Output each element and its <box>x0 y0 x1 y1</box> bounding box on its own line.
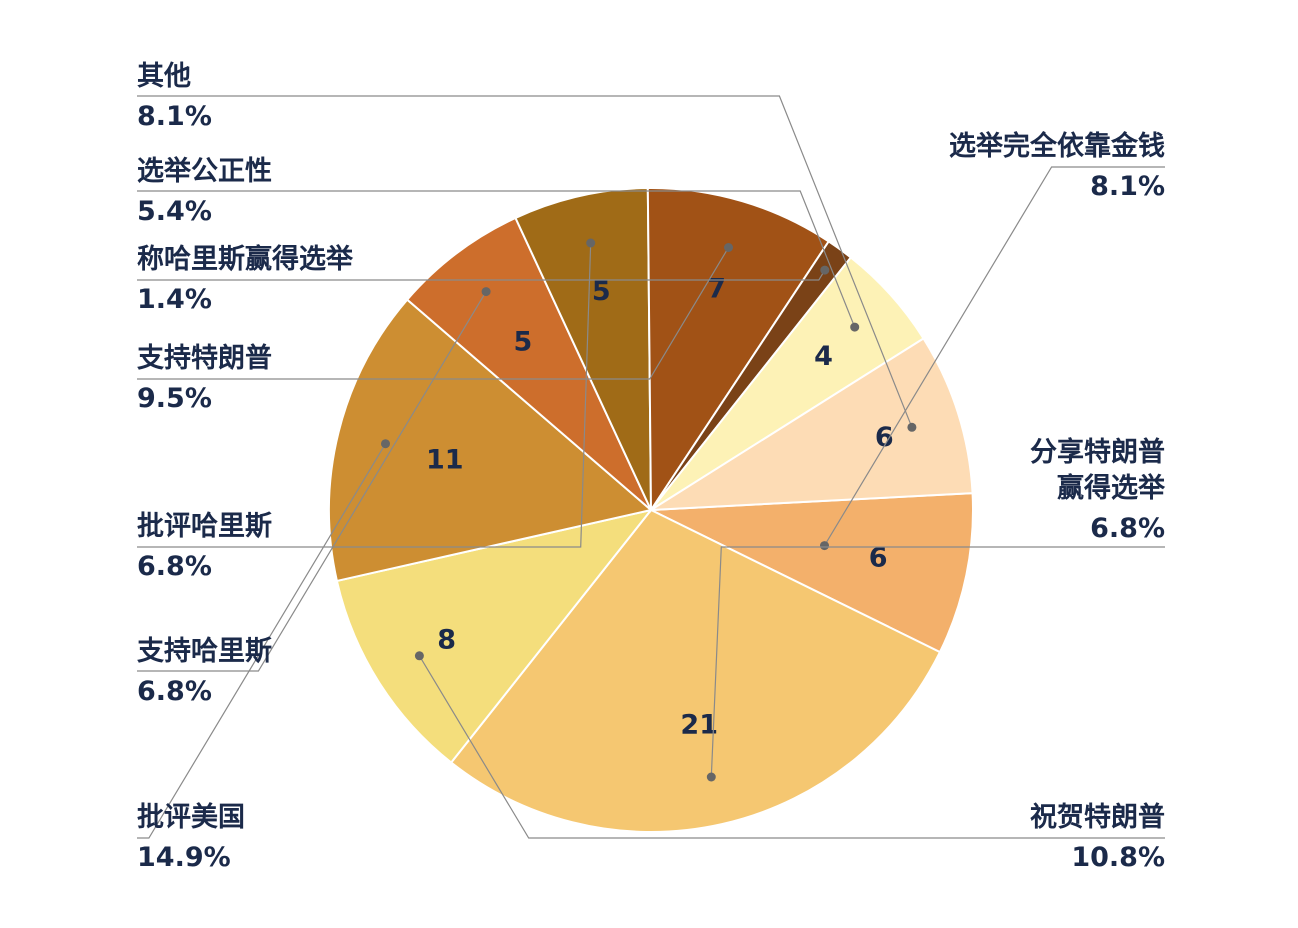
leader-dot-1 <box>820 541 829 551</box>
percent-label-4: 14.9% <box>137 842 231 873</box>
pie-slice-2 <box>449 508 942 833</box>
category-label-2-line-1: 分享特朗普 <box>1030 436 1165 468</box>
slice-value-7: 7 <box>707 274 726 305</box>
pie-slice-3 <box>335 508 654 764</box>
category-label-8: 称哈里斯赢得选举 <box>137 243 354 275</box>
category-label-2-line-2: 赢得选举 <box>1057 472 1166 504</box>
leader-dot-4 <box>381 439 390 449</box>
pie-slices <box>327 187 974 833</box>
percent-label-7: 9.5% <box>137 383 212 414</box>
leader-line-6 <box>137 242 592 548</box>
percent-label-9: 5.4% <box>137 196 212 227</box>
slice-value-5: 5 <box>514 326 533 357</box>
pie-slice-5 <box>405 216 652 511</box>
leader-line-5 <box>137 291 487 672</box>
category-label-5: 支持哈里斯 <box>137 636 272 667</box>
leader-dot-5 <box>481 287 491 297</box>
pie-slice-10 <box>647 337 974 512</box>
slice-value-labels: 6 21 8 11 5 5 7 4 6 <box>426 274 894 741</box>
leader-dot-6 <box>586 238 596 248</box>
percent-label-8: 1.4% <box>137 284 212 315</box>
category-label-1: 选举完全依靠金钱 <box>949 130 1165 162</box>
percent-label-1: 8.1% <box>1090 171 1165 202</box>
category-label-4: 批评美国 <box>137 801 245 833</box>
percent-label-10: 8.1% <box>137 101 212 132</box>
percent-label-6: 6.8% <box>137 551 212 582</box>
percent-label-2: 6.8% <box>1090 513 1165 544</box>
category-label-7: 支持特朗普 <box>137 342 272 374</box>
leader-line-3 <box>418 655 1165 839</box>
slice-value-1: 6 <box>869 543 888 574</box>
leader-dot-3 <box>414 651 424 661</box>
pie-slice-1 <box>647 492 974 654</box>
leader-line-1 <box>823 166 1165 546</box>
slice-value-2: 21 <box>680 710 718 741</box>
pie-slice-4 <box>327 298 654 583</box>
percent-label-5: 6.8% <box>137 676 212 707</box>
leader-dot-2 <box>706 772 716 782</box>
leader-lines <box>137 95 1165 839</box>
leader-dot-10 <box>907 422 917 432</box>
leader-dot-9 <box>850 322 860 332</box>
leader-dot-8 <box>820 265 830 275</box>
category-label-3: 祝贺特朗普 <box>1030 801 1165 833</box>
leader-dot-7 <box>724 243 733 252</box>
category-label-10: 其他 <box>137 61 191 92</box>
leader-line-10 <box>137 95 913 428</box>
leader-line-9 <box>137 190 856 328</box>
slice-value-3: 8 <box>437 625 456 656</box>
slice-value-9: 4 <box>814 341 833 372</box>
category-label-9: 选举公正性 <box>137 155 272 187</box>
leader-line-7 <box>137 247 730 380</box>
slice-value-4: 11 <box>426 445 464 476</box>
percent-label-3: 10.8% <box>1071 842 1165 873</box>
category-label-6: 批评哈里斯 <box>137 511 272 542</box>
leader-line-2 <box>710 546 1165 778</box>
slice-value-10: 6 <box>875 422 894 453</box>
pie-slice-6 <box>514 187 652 511</box>
leader-line-4 <box>137 443 387 839</box>
slice-value-6: 5 <box>592 276 611 307</box>
